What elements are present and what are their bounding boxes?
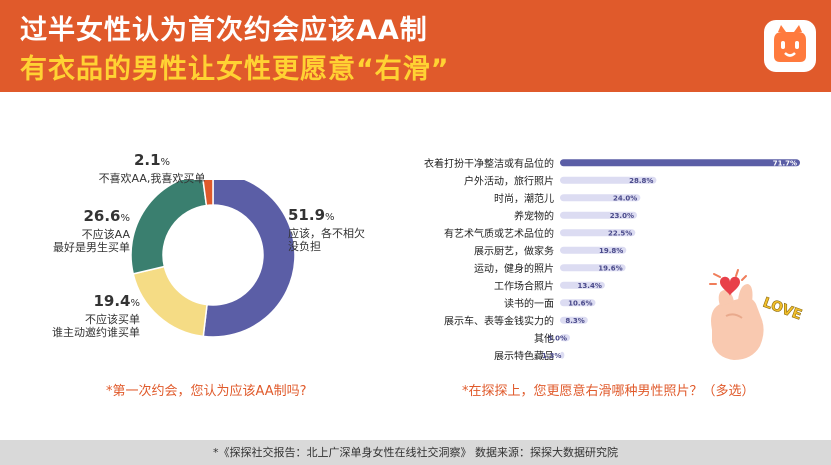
slice-desc-line: 最好是男生买单: [53, 241, 130, 254]
bar: [560, 229, 636, 237]
value-label: 10.6%: [568, 299, 592, 307]
slice-desc-line: 应该，各不相欠: [288, 227, 365, 240]
category-label: 户外活动，旅行照片: [464, 174, 554, 187]
bar: [560, 194, 641, 202]
pie-caption: *第一次约会，您认为应该AA制吗?: [106, 384, 307, 399]
title-line-2: 有衣品的男性让女性更愿意“右滑”: [20, 54, 450, 85]
bar-chart: 衣着打扮干净整洁或有品位的 71.7% 户外活动，旅行照片 28.8% 时尚，潮范儿 24…: [424, 157, 800, 360]
value-label: 13.4%: [578, 282, 602, 290]
bar: [560, 264, 626, 272]
pie-slice-2: [130, 180, 208, 275]
category-label: 养宠物的: [514, 209, 554, 222]
value-label: 24.0%: [613, 194, 637, 202]
slice-desc-line: 没负担: [288, 240, 321, 253]
bar: [560, 299, 596, 307]
bar: [560, 159, 800, 167]
love-text: LOVE: [761, 295, 804, 324]
slice-label-he-pays: 26.6% 不应该AA 最好是男生买单: [40, 207, 130, 254]
category-label: 展示厨艺，做家务: [474, 244, 554, 257]
bar: [560, 211, 637, 219]
header-banner: 过半女性认为首次约会应该AA制 有衣品的男性让女性更愿意“右滑”: [0, 0, 831, 92]
value-label: 1.3%: [542, 352, 561, 360]
category-label: 读书的一面: [504, 297, 554, 310]
bar: [560, 246, 627, 254]
app-logo-icon: [764, 20, 816, 72]
value-label: 19.6%: [598, 264, 622, 272]
pie-slice-0: [202, 180, 296, 338]
value-label: 3.0%: [548, 334, 567, 342]
pie-slice-1: [132, 265, 208, 338]
slice-label-aa-split: 51.9% 应该，各不相欠 没负担: [288, 206, 365, 253]
category-label: 衣着打扮干净整洁或有品位的: [424, 157, 554, 170]
value-label: 22.5%: [608, 229, 632, 237]
value-label: 8.3%: [565, 317, 584, 325]
bar: [560, 281, 605, 289]
value-label: 23.0%: [610, 212, 634, 220]
category-label: 有艺术气质或艺术品位的: [444, 227, 554, 240]
value-label: 71.7%: [773, 159, 797, 167]
bar: [560, 176, 657, 184]
slice-desc-line: 不应该AA: [81, 228, 130, 241]
slice-desc-line: 不喜欢AA,我喜欢买单: [98, 172, 206, 185]
category-label: 展示车、表等金钱实力的: [444, 314, 554, 327]
category-label: 工作场合照片: [494, 279, 554, 292]
value-label: 28.8%: [629, 177, 653, 185]
footer-source: *《探探社交报告：北上广深单身女性在线社交洞察》 数据来源：探探大数据研究院: [0, 440, 831, 465]
slice-percent: 26.6: [83, 207, 121, 225]
slice-percent: 19.4: [93, 292, 131, 310]
bar-caption: *在探探上，您更愿意右滑哪种男性照片？（多选）: [462, 384, 755, 399]
slice-percent: 51.9: [288, 206, 326, 224]
value-label: 19.8%: [599, 247, 623, 255]
bar: [560, 316, 588, 324]
bar: [560, 351, 565, 359]
category-label: 运动，健身的照片: [474, 262, 554, 275]
category-label: 时尚，潮范儿: [494, 192, 554, 205]
title-line-1: 过半女性认为首次约会应该AA制: [20, 15, 428, 46]
category-label: 展示特色藏品: [494, 349, 554, 360]
donut-chart: [130, 180, 296, 338]
slice-desc-line: 谁主动邀约谁买单: [52, 326, 140, 339]
hand-heart-love-illustration: LOVE: [709, 269, 804, 360]
slice-label-i-pay: 2.1% 不喜欢AA,我喜欢买单: [92, 151, 212, 185]
bar: [560, 334, 571, 342]
slice-label-who-invites-pays: 19.4% 不应该买单 谁主动邀约谁买单: [40, 292, 140, 339]
slice-desc-line: 不应该买单: [85, 313, 140, 326]
category-label: 其他: [534, 332, 554, 345]
slice-percent: 2.1: [133, 151, 161, 169]
pie-slice-3: [202, 180, 214, 207]
